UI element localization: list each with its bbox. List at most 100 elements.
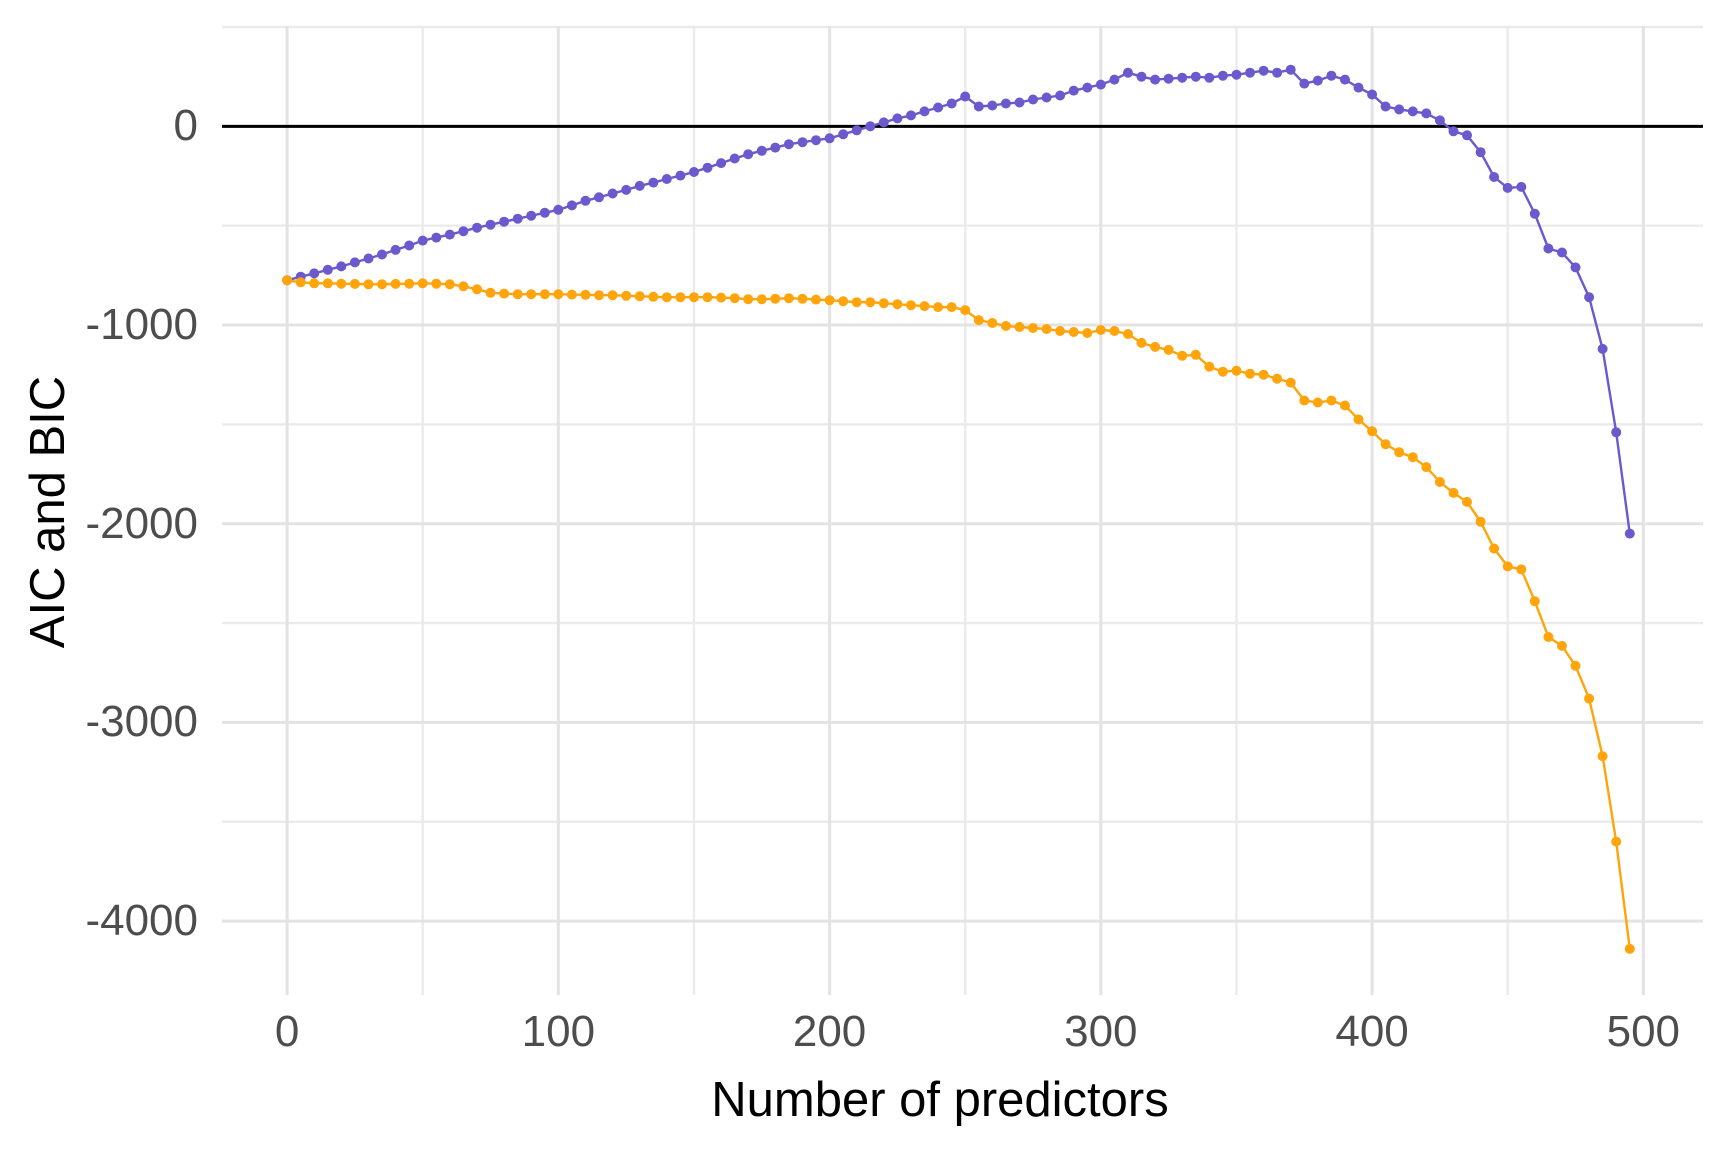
data-point-bic <box>1367 426 1378 437</box>
data-point-bic <box>716 292 727 303</box>
data-point-bic <box>539 289 550 300</box>
data-point-bic <box>1421 462 1432 473</box>
data-point-bic <box>1000 321 1011 331</box>
data-point-aic <box>621 184 632 195</box>
data-point-aic <box>417 235 428 246</box>
data-point-aic <box>1529 208 1540 219</box>
data-point-aic <box>946 98 957 109</box>
data-point-bic <box>336 278 347 289</box>
data-point-aic <box>1231 69 1242 80</box>
data-point-aic <box>1353 82 1364 93</box>
data-point-bic <box>1584 693 1595 704</box>
y-tick-label: -3000 <box>85 697 198 747</box>
data-point-bic <box>377 279 387 290</box>
data-point-bic <box>906 300 916 311</box>
x-tick-label: 300 <box>1064 1007 1138 1056</box>
data-point-aic <box>499 216 510 227</box>
data-point-aic <box>472 222 482 233</box>
data-point-aic <box>1312 75 1323 86</box>
data-point-bic <box>1502 561 1513 572</box>
data-point-aic <box>377 249 387 260</box>
data-point-bic <box>1299 395 1310 406</box>
x-tick-label: 200 <box>792 1007 867 1056</box>
data-point-aic <box>756 145 767 156</box>
y-tick-label: -1000 <box>85 300 198 350</box>
data-point-aic <box>1190 71 1201 82</box>
data-point-aic <box>729 153 740 164</box>
data-point-bic <box>797 293 808 304</box>
data-point-aic <box>1055 90 1066 101</box>
data-point-aic <box>689 167 699 177</box>
data-point-bic <box>1068 327 1079 337</box>
data-point-aic <box>1082 82 1093 93</box>
data-point-bic <box>960 305 971 316</box>
data-point-aic <box>987 100 998 111</box>
data-point-aic <box>322 264 333 275</box>
data-point-aic <box>1407 106 1418 117</box>
x-tick-label: 0 <box>274 1007 300 1056</box>
data-point-bic <box>1014 322 1025 332</box>
data-point-bic <box>783 293 794 304</box>
data-point-bic <box>594 290 604 301</box>
data-point-aic <box>661 174 672 184</box>
data-point-bic <box>770 293 781 304</box>
data-point-bic <box>1475 516 1486 527</box>
x-tick-label: 100 <box>521 1007 596 1056</box>
data-point-aic <box>526 210 537 221</box>
data-point-aic <box>539 207 550 218</box>
data-point-aic <box>1489 172 1500 182</box>
data-point-aic <box>1217 70 1228 81</box>
data-point-aic <box>892 113 903 124</box>
data-point-bic <box>1380 439 1391 450</box>
data-point-aic <box>580 195 591 206</box>
data-point-bic <box>1285 377 1296 388</box>
data-point-bic <box>1624 943 1635 954</box>
data-point-aic <box>607 188 618 199</box>
data-point-aic <box>1597 343 1608 354</box>
data-point-aic <box>838 129 849 140</box>
data-point-bic <box>1231 365 1242 376</box>
data-point-bic <box>973 315 984 326</box>
data-point-bic <box>1516 564 1527 575</box>
data-point-bic <box>1340 400 1350 411</box>
data-point-bic <box>634 291 645 302</box>
y-axis-title: AIC and BIC <box>21 375 75 649</box>
data-point-bic <box>743 294 754 305</box>
data-point-aic <box>824 133 835 144</box>
data-point-aic <box>1326 70 1337 81</box>
data-point-bic <box>390 278 401 289</box>
data-point-aic <box>1285 64 1296 75</box>
data-point-bic <box>1489 543 1500 554</box>
data-point-aic <box>390 244 401 255</box>
data-point-bic <box>485 287 496 298</box>
data-point-bic <box>1597 751 1608 762</box>
data-point-aic <box>878 117 889 128</box>
data-point-bic <box>512 289 523 300</box>
data-point-aic <box>960 91 971 102</box>
data-point-bic <box>309 278 320 289</box>
data-point-aic <box>1123 67 1133 78</box>
series-line-bic <box>286 279 1631 950</box>
data-point-aic <box>1150 74 1161 85</box>
data-point-bic <box>431 278 442 289</box>
data-point-bic <box>1055 326 1066 336</box>
data-point-aic <box>1380 101 1391 112</box>
data-point-bic <box>729 293 740 304</box>
data-point-aic <box>1462 130 1472 141</box>
data-point-aic <box>1502 182 1513 193</box>
data-point-aic <box>349 257 360 268</box>
data-point-aic <box>1258 65 1269 76</box>
data-point-bic <box>1543 632 1554 642</box>
data-point-aic <box>458 226 469 237</box>
data-point-aic <box>1136 71 1147 82</box>
data-point-bic <box>1028 323 1038 333</box>
data-point-bic <box>661 292 672 303</box>
data-point-bic <box>363 279 374 290</box>
data-point-bic <box>566 289 577 300</box>
data-point-aic <box>973 101 984 112</box>
data-point-bic <box>878 298 889 309</box>
data-point-bic <box>1312 397 1323 408</box>
data-point-bic <box>933 302 944 313</box>
data-point-aic <box>1543 243 1554 254</box>
